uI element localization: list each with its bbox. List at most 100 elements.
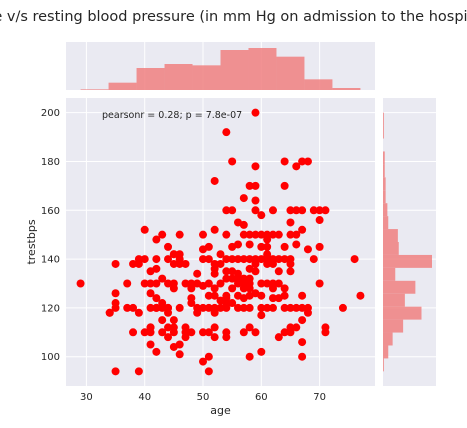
scatter-point (164, 279, 173, 288)
trestbps-hist-bar (383, 345, 389, 359)
trestbps-hist-bar (383, 229, 398, 242)
scatter-point (239, 274, 248, 283)
scatter-point (210, 291, 219, 300)
x-tick-label: 30 (80, 392, 93, 403)
scatter-point (158, 230, 167, 239)
scatter-point (315, 279, 324, 288)
scatter-point (123, 279, 132, 288)
scatter-point (274, 333, 283, 342)
age-histogram (80, 48, 361, 90)
trestbps-hist-bar (383, 242, 399, 255)
scatter-point (152, 255, 161, 264)
scatter-point (245, 352, 254, 361)
scatter-point (193, 269, 202, 278)
age-hist-bar (332, 88, 361, 90)
scatter-point (280, 328, 289, 337)
scatter-point (274, 255, 283, 264)
scatter-point (263, 250, 272, 259)
trestbps-hist-bar (383, 280, 416, 294)
scatter-point (292, 240, 301, 249)
age-hist-bar (164, 64, 193, 90)
trestbps-hist-bar (383, 203, 388, 217)
scatter-point (280, 303, 289, 312)
age-hist-bar (136, 68, 165, 90)
scatter-point (216, 279, 225, 288)
scatter-point (228, 299, 237, 308)
x-tick-label: 40 (138, 392, 151, 403)
trestbps-hist-bar (383, 319, 404, 333)
scatter-point (134, 308, 143, 317)
age-hist-bar (276, 56, 305, 90)
age-hist-bar (80, 89, 109, 90)
scatter-point (251, 181, 260, 190)
scatter-point (210, 176, 219, 185)
scatter-point (146, 323, 155, 332)
scatter-point (228, 274, 237, 283)
scatter-point (140, 279, 149, 288)
scatter-point (245, 230, 254, 239)
scatter-point (76, 279, 85, 288)
scatter-point (199, 328, 208, 337)
scatter-point (286, 255, 295, 264)
y-tick-label: 160 (41, 206, 60, 217)
scatter-point (199, 230, 208, 239)
scatter-point (263, 230, 272, 239)
scatter-point (204, 291, 213, 300)
scatter-point (204, 242, 213, 251)
scatter-point (286, 218, 295, 227)
scatter-point (280, 181, 289, 190)
scatter-point (222, 267, 231, 276)
scatter-point (251, 267, 260, 276)
x-tick-labels: 30 40 50 60 70 (80, 392, 326, 403)
scatter-point (303, 303, 312, 312)
scatter-point (152, 235, 161, 244)
y-tick-label: 200 (41, 108, 60, 119)
scatter-point (315, 216, 324, 225)
scatter-point (309, 206, 318, 215)
scatter-point (222, 230, 231, 239)
scatter-point (233, 240, 242, 249)
scatter-point (164, 255, 173, 264)
scatter-point (263, 242, 272, 251)
scatter-point (239, 255, 248, 264)
scatter-point (175, 250, 184, 259)
scatter-point (228, 206, 237, 215)
scatter-point (123, 303, 132, 312)
scatter-point (274, 279, 283, 288)
scatter-point (210, 323, 219, 332)
trestbps-hist-bar (383, 125, 384, 139)
scatter-point (257, 347, 266, 356)
scatter-point (292, 206, 301, 215)
scatter-point (251, 328, 260, 337)
scatter-point (245, 181, 254, 190)
y-tick-label: 120 (41, 303, 60, 314)
scatter-point (257, 303, 266, 312)
scatter-point (152, 264, 161, 273)
trestbps-hist-bar (383, 306, 422, 320)
scatter-point (245, 240, 254, 249)
scatter-point (111, 259, 120, 268)
scatter-point (152, 294, 161, 303)
y-tick-labels: 100 120 140 160 180 200 (41, 108, 60, 363)
scatter-point (210, 303, 219, 312)
trestbps-hist-bar (383, 267, 396, 281)
scatter-point (175, 303, 184, 312)
scatter-point (158, 328, 167, 337)
scatter-point (181, 259, 190, 268)
scatter-point (350, 255, 359, 264)
scatter-point (111, 367, 120, 376)
x-tick-label: 70 (313, 392, 326, 403)
scatter-point (187, 294, 196, 303)
scatter-point (268, 279, 277, 288)
scatter-point (204, 328, 213, 337)
scatter-point (210, 284, 219, 293)
scatter-point (210, 225, 219, 234)
scatter-point (315, 206, 324, 215)
x-tick-label: 50 (197, 392, 210, 403)
scatter-point (204, 255, 213, 264)
scatter-point (228, 255, 237, 264)
scatter-point (222, 328, 231, 337)
scatter-point (158, 316, 167, 325)
scatter-point (216, 250, 225, 259)
